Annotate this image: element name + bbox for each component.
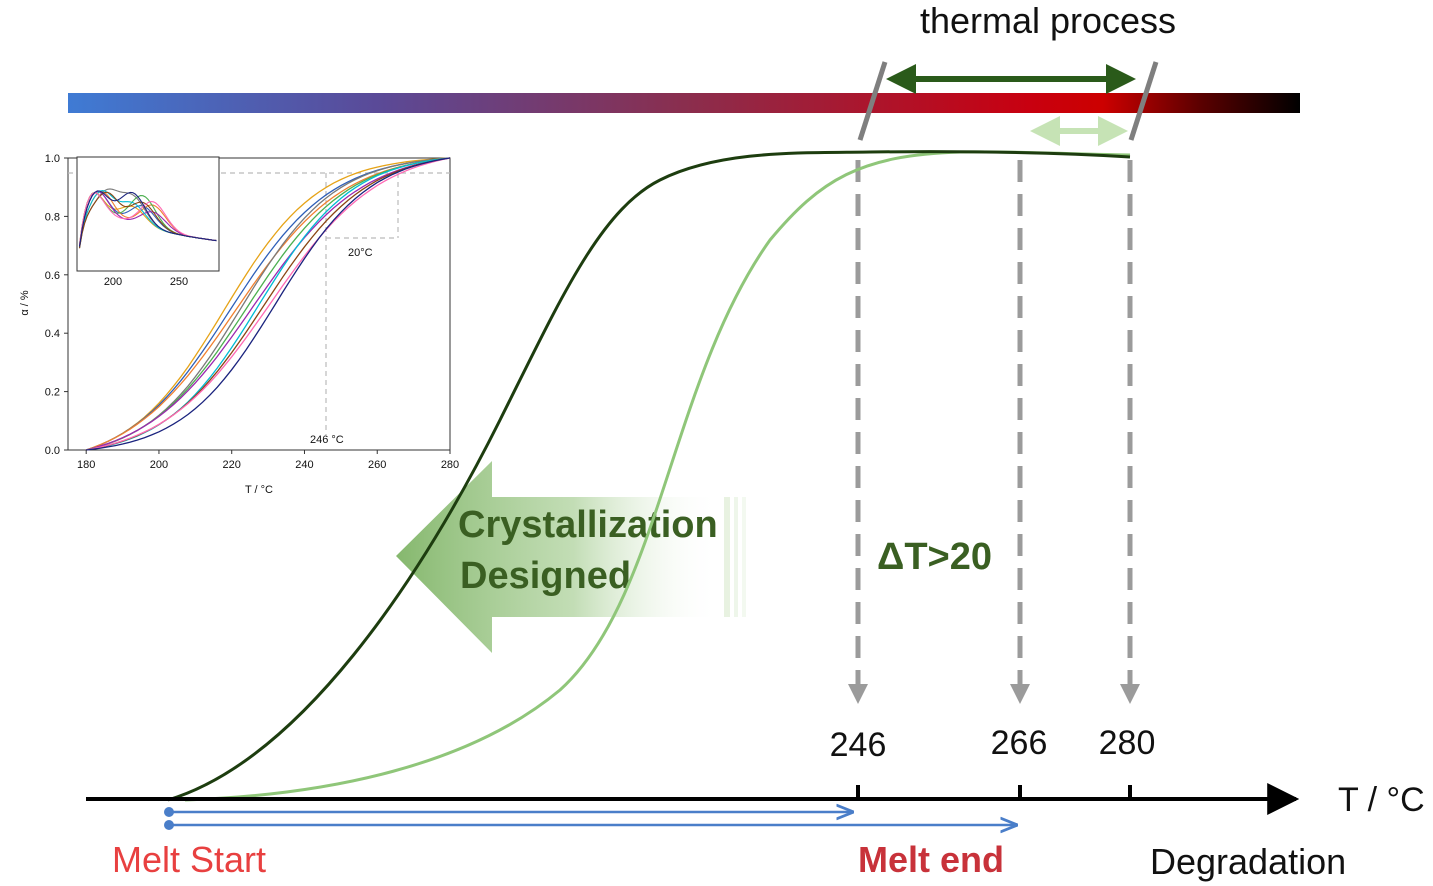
inset-xlabel: T / °C (245, 484, 273, 496)
inset-y-tick-label: 0.4 (45, 328, 60, 340)
inset-y-tick-label: 0.6 (45, 270, 60, 282)
inset-annot-246: 246 °C (310, 434, 344, 446)
inset-y-tick-label: 0.8 (45, 211, 60, 223)
inset-x-tick-label: 280 (441, 459, 459, 471)
melt-range-arrows (164, 807, 1016, 830)
sub-x-tick-200: 200 (104, 276, 122, 288)
sub-x-tick-250: 250 (170, 276, 188, 288)
inset-y-tick-label: 0.2 (45, 387, 60, 399)
crystallization-label-line2: Designed (460, 555, 631, 597)
inset-series-line (86, 157, 451, 451)
arrow-stripe-1 (724, 497, 730, 617)
melt-start-label: Melt Start (112, 839, 266, 880)
melt-end-label: Melt end (858, 839, 1004, 880)
inset-ticks: 180 200 220 240 260 280 0.0 0.2 0.4 0.6 0.8 1.0 (45, 153, 459, 471)
temperature-gradient-bar (68, 93, 1300, 113)
inset-series-line (86, 157, 451, 451)
guide-266-head (1010, 684, 1030, 704)
crystallization-arrow-shape (396, 461, 720, 653)
inset-chart: 20°C 246 °C 200 250 180 200 220 240 260 280 0.… (19, 153, 459, 496)
guide-246-head (848, 684, 868, 704)
arrow-stripe-3 (742, 497, 746, 617)
guide-280-head (1120, 684, 1140, 704)
thermal-process-label: thermal process (920, 0, 1176, 41)
inset-x-tick-label: 240 (295, 459, 313, 471)
inset-ylabel: α / % (19, 290, 31, 316)
process-bracket-right (1128, 61, 1159, 141)
inset-x-tick-label: 200 (150, 459, 168, 471)
marker-label-280: 280 (1099, 724, 1156, 762)
crystallization-arrow (396, 461, 746, 653)
process-bracket-left (857, 61, 888, 141)
sub-inset-series-line (78, 190, 217, 247)
inset-x-tick-label: 260 (368, 459, 386, 471)
marker-guides (848, 160, 1140, 704)
inset-y-tick-label: 1.0 (45, 153, 60, 165)
degradation-label: Degradation (1150, 841, 1346, 882)
inset-series-line (86, 157, 451, 451)
marker-label-266: 266 (991, 724, 1048, 762)
inset-curves (85, 157, 451, 451)
inset-y-tick-label: 0.0 (45, 445, 60, 457)
dark-green-curve (167, 150, 1131, 802)
inset-annot-20: 20°C (348, 247, 373, 259)
delta-t-label: ΔT>20 (877, 536, 992, 578)
inset-x-tick-label: 180 (77, 459, 95, 471)
axis-label: T / °C (1338, 781, 1425, 819)
sub-inset-curves (78, 188, 217, 249)
inset-x-tick-label: 220 (223, 459, 241, 471)
marker-label-246: 246 (830, 726, 887, 764)
arrow-stripe-2 (734, 497, 738, 617)
inset-series-line (85, 157, 451, 451)
crystallization-label-line1: Crystallization (458, 504, 718, 546)
